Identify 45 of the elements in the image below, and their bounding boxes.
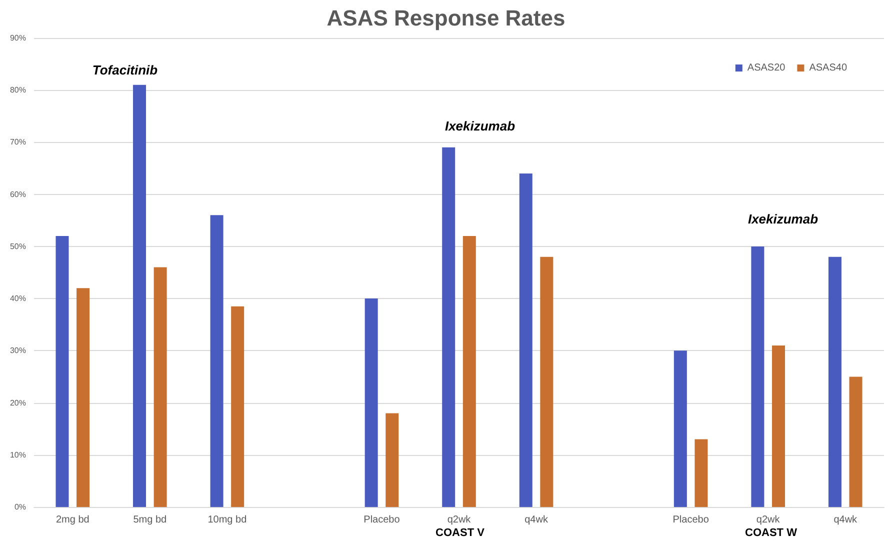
bar: [231, 306, 244, 507]
x-tick-label: Placebo: [364, 514, 400, 526]
y-tick-label: 50%: [10, 242, 26, 251]
y-tick-label: 80%: [10, 86, 26, 95]
x-tick-label: q2wk: [756, 514, 781, 526]
bar: [849, 376, 862, 507]
annotation: Ixekizumab: [748, 212, 818, 226]
y-tick-label: 20%: [10, 398, 26, 408]
bar: [442, 147, 456, 507]
y-tick-label: 90%: [10, 34, 26, 42]
y-tick-label: 70%: [10, 138, 26, 147]
text: COAST W: [745, 527, 798, 539]
bar: [133, 84, 146, 507]
bar: [462, 236, 476, 507]
bar: [386, 413, 399, 507]
x-tick-label: 5mg bd: [133, 514, 167, 526]
y-tick-label: 60%: [10, 190, 26, 199]
bar: [772, 345, 785, 507]
bar: [751, 246, 764, 507]
x-tick-label: 10mg bd: [208, 514, 247, 526]
y-tick-label: 30%: [10, 346, 26, 356]
x-tick-label: Placebo: [672, 514, 710, 526]
bar: [519, 173, 532, 507]
bar: [210, 215, 224, 507]
x-tick-label: q4wk: [524, 514, 549, 526]
bar: [76, 288, 90, 507]
bar: [56, 236, 69, 507]
bar: [364, 298, 378, 507]
y-tick-label: 40%: [10, 294, 26, 304]
legend-label: ASAS40: [809, 62, 848, 74]
legend-label: ASAS20: [747, 62, 786, 74]
x-tick-label: 2mg bd: [56, 514, 90, 526]
y-tick-label: 0%: [14, 502, 26, 512]
x-tick-label: q4wk: [834, 514, 858, 526]
text: COAST V: [436, 527, 486, 539]
y-tick-label: 10%: [10, 450, 26, 460]
annotation: Tofacitinib: [92, 62, 158, 78]
annotation: Ixekizumab: [444, 118, 516, 134]
bar: [674, 350, 687, 507]
bar: [828, 256, 842, 507]
x-tick-label: q2wk: [447, 514, 472, 526]
bar: [694, 439, 708, 507]
bar: [154, 267, 167, 507]
chart-title: ASAS Response Rates: [326, 6, 566, 30]
bar: [540, 256, 554, 507]
